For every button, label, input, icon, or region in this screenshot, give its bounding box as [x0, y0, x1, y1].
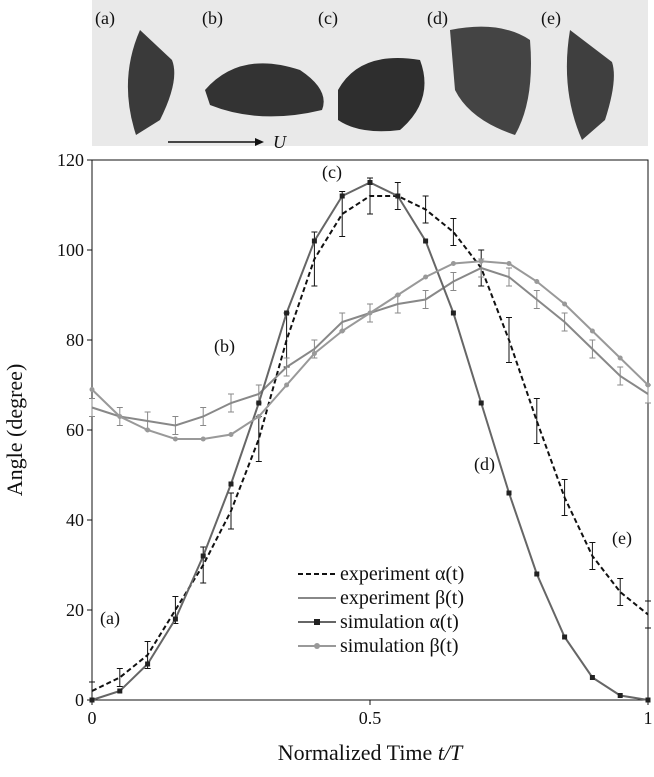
y-tick-label: 20	[66, 600, 84, 620]
marker	[256, 400, 262, 406]
annotation: (b)	[214, 336, 235, 357]
y-tick-label: 40	[66, 510, 84, 530]
leaf-d	[450, 26, 531, 136]
annotation: (c)	[322, 162, 342, 183]
marker	[339, 193, 345, 199]
y-tick-label: 100	[57, 240, 84, 260]
x-tick-label: 0.5	[359, 708, 382, 728]
annotation: (d)	[474, 454, 495, 475]
marker	[89, 387, 95, 392]
marker	[589, 675, 595, 680]
leaf-a	[127, 30, 175, 135]
legend-marker	[314, 619, 320, 625]
marker	[478, 258, 484, 264]
marker	[395, 292, 401, 298]
marker	[562, 634, 568, 640]
x-tick-label: 0	[88, 708, 97, 728]
photo-strip: U	[92, 0, 648, 152]
marker	[284, 382, 290, 388]
y-tick-label: 0	[75, 690, 84, 710]
marker	[145, 427, 151, 433]
marker	[117, 414, 123, 419]
marker	[589, 328, 595, 334]
marker	[339, 328, 345, 334]
flow-label: U	[273, 132, 287, 152]
x-axis-label-text: Normalized Time	[278, 740, 438, 765]
marker	[367, 310, 373, 316]
marker	[89, 697, 95, 703]
marker	[256, 414, 262, 419]
photo-label: (e)	[541, 8, 561, 29]
marker	[311, 351, 317, 356]
marker	[506, 490, 512, 496]
series-line	[91, 266, 649, 427]
x-axis-label-var: t/T	[438, 740, 464, 765]
legend-label: experiment β(t)	[340, 587, 464, 609]
legend-label: experiment α(t)	[340, 563, 464, 585]
marker	[506, 261, 512, 266]
marker	[478, 400, 484, 406]
marker	[311, 238, 317, 244]
marker	[200, 553, 206, 559]
marker	[423, 274, 429, 280]
annotation: (a)	[100, 608, 120, 629]
marker	[450, 261, 456, 266]
marker	[228, 432, 234, 437]
marker	[284, 310, 290, 316]
y-tick-label: 80	[66, 330, 84, 350]
x-axis-label: Normalized Time t/T	[278, 740, 464, 765]
marker	[562, 301, 568, 307]
marker	[534, 279, 540, 284]
photo-label: (a)	[95, 8, 115, 29]
marker	[617, 355, 623, 361]
y-axis-label: Angle (degree)	[2, 364, 27, 497]
annotation: (e)	[612, 528, 632, 549]
marker	[367, 180, 373, 185]
marker	[172, 616, 178, 622]
y-tick-label: 120	[57, 150, 84, 170]
marker	[534, 571, 540, 577]
marker	[617, 693, 623, 698]
legend-label: simulation α(t)	[340, 611, 459, 633]
leaf-e	[566, 30, 614, 140]
photo-label: (b)	[202, 8, 223, 29]
marker	[117, 688, 123, 694]
x-tick-label: 1	[644, 708, 653, 728]
legend-label: simulation β(t)	[340, 635, 459, 657]
marker	[395, 193, 401, 199]
marker	[450, 310, 456, 316]
marker	[645, 697, 651, 703]
flow-arrow-head	[255, 138, 264, 146]
marker	[200, 436, 206, 442]
photo-label: (c)	[318, 8, 338, 29]
legend-marker	[314, 643, 320, 649]
leaf-b	[205, 63, 324, 117]
y-tick-label: 60	[66, 420, 84, 440]
marker	[645, 382, 651, 388]
leaf-c	[338, 58, 425, 132]
photo-label: (d)	[427, 8, 448, 29]
marker	[423, 238, 429, 244]
marker	[145, 661, 151, 667]
marker	[228, 481, 234, 487]
marker	[172, 436, 178, 442]
series-line	[91, 260, 649, 440]
